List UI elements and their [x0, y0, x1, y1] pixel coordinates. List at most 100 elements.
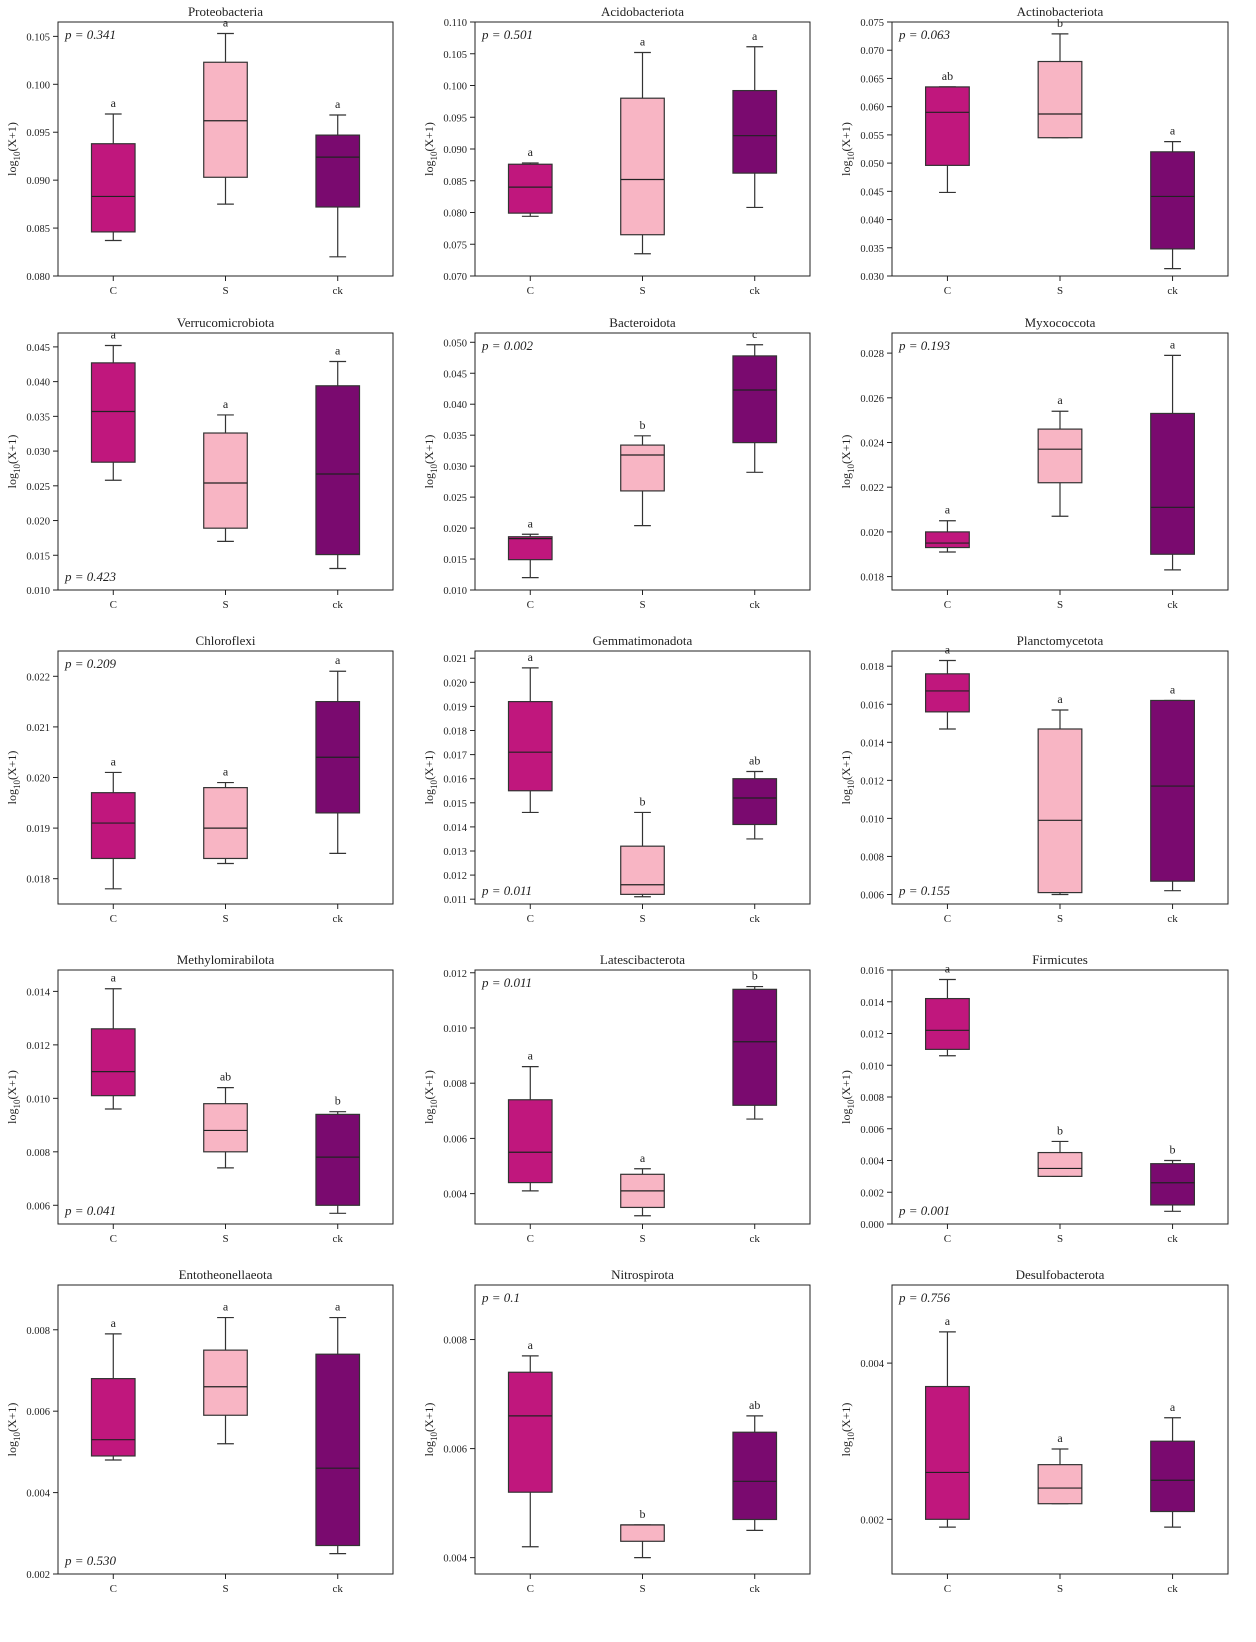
p-value: p = 0.501 — [481, 27, 533, 42]
box-iqr — [1150, 1163, 1195, 1206]
y-tick-label: 0.008 — [443, 1336, 467, 1347]
chart-panel-acidobacteriota: Acidobacteriota 0.070 0.075 0.080 0.085 0.090… — [422, 4, 811, 297]
box-ck: b — [732, 969, 778, 1120]
box-iqr — [90, 1378, 136, 1457]
y-axis-label-tail: (X+1) — [839, 122, 853, 151]
box-ck: a — [732, 29, 778, 209]
box-ck: b — [1150, 1143, 1195, 1212]
significance-letter: a — [528, 1049, 534, 1063]
box-iqr — [315, 385, 361, 556]
box-S: ab — [203, 1070, 248, 1169]
x-tick-label: ck — [750, 913, 761, 925]
y-axis-label-sub: 10 — [429, 151, 439, 161]
y-axis-label-base: log — [422, 161, 436, 176]
y-tick-label: 0.006 — [26, 1407, 50, 1418]
significance-letter: b — [1170, 1143, 1176, 1157]
y-tick-label: 0.090 — [26, 176, 50, 187]
p-value: p = 0.341 — [64, 27, 116, 42]
box-S: b — [620, 418, 665, 527]
y-tick-label: 0.004 — [443, 1554, 467, 1565]
chart-panel-actinobacteriota: Actinobacteriota 0.030 0.035 0.040 0.045 0.05… — [839, 4, 1229, 297]
y-tick-label: 0.014 — [26, 987, 50, 998]
chart-panel-proteobacteria: Proteobacteria 0.080 0.085 0.090 0.095 0.100 0… — [5, 4, 394, 297]
y-tick-label: 0.008 — [860, 1093, 884, 1104]
y-axis-label-tail: (X+1) — [5, 435, 19, 464]
y-tick-label: 0.085 — [26, 224, 50, 235]
box-C: ab — [924, 69, 970, 194]
x-tick-label: S — [1057, 285, 1063, 297]
y-axis-label-sub: 10 — [12, 151, 22, 161]
x-tick-label: S — [1057, 913, 1063, 925]
p-value: p = 0.209 — [64, 656, 117, 671]
significance-letter: a — [640, 1151, 646, 1165]
p-value: p = 0.756 — [898, 1290, 951, 1305]
y-tick-label: 0.012 — [443, 871, 467, 882]
y-axis-label-base: log — [839, 473, 853, 488]
chart-title: Gemmatimonadota — [593, 633, 693, 648]
box-S: a — [203, 16, 248, 205]
y-tick-label: 0.006 — [443, 1445, 467, 1456]
y-tick-label: 0.065 — [860, 74, 884, 85]
y-tick-label: 0.012 — [860, 776, 884, 787]
box-iqr — [924, 1385, 970, 1520]
x-tick-label: S — [222, 1233, 228, 1245]
y-tick-label: 0.010 — [26, 586, 50, 597]
significance-letter: ab — [749, 753, 760, 767]
y-axis-label-sub: 10 — [429, 1099, 439, 1109]
x-tick-label: C — [110, 1583, 117, 1595]
chart-title: Methylomirabilota — [177, 952, 275, 967]
box-iqr — [90, 1028, 136, 1097]
x-tick-label: C — [527, 599, 534, 611]
y-tick-label: 0.020 — [443, 678, 467, 689]
y-tick-label: 0.014 — [860, 998, 884, 1009]
p-value: p = 0.423 — [64, 569, 117, 584]
x-tick-label: S — [1057, 1583, 1063, 1595]
box-iqr — [315, 1353, 361, 1547]
x-tick-label: ck — [333, 913, 344, 925]
y-tick-label: 0.024 — [860, 439, 884, 450]
y-tick-label: 0.050 — [860, 159, 884, 170]
x-tick-label: ck — [1167, 599, 1178, 611]
box-C: a — [507, 650, 553, 814]
y-tick-label: 0.021 — [26, 723, 50, 734]
p-value: p = 0.530 — [64, 1553, 117, 1568]
box-ck: a — [315, 1300, 361, 1555]
y-axis-label: log10(X+1) — [839, 1403, 856, 1457]
x-tick-label: S — [1057, 1233, 1063, 1245]
significance-letter: a — [223, 16, 229, 30]
y-axis-label-tail: (X+1) — [5, 122, 19, 151]
box-C: a — [507, 516, 553, 579]
significance-letter: a — [1170, 682, 1176, 696]
box-iqr — [732, 355, 778, 444]
y-axis-label-tail: (X+1) — [422, 435, 436, 464]
y-axis-label-tail: (X+1) — [5, 1403, 19, 1432]
x-tick-label: S — [1057, 599, 1063, 611]
chart-title: Chloroflexi — [196, 633, 256, 648]
box-S: a — [1037, 692, 1083, 896]
chart-title: Entotheonellaeota — [179, 1267, 273, 1282]
y-axis-label-sub: 10 — [846, 464, 856, 474]
p-value: p = 0.063 — [898, 27, 951, 42]
y-tick-label: 0.026 — [860, 394, 884, 405]
x-tick-label: C — [944, 1233, 951, 1245]
significance-letter: a — [945, 503, 951, 517]
box-iqr — [1037, 1464, 1083, 1505]
box-C: a — [507, 145, 553, 217]
significance-letter: ab — [749, 1398, 760, 1412]
x-tick-label: ck — [333, 285, 344, 297]
box-iqr — [507, 1371, 553, 1493]
chart-title: Verrucomicrobiota — [177, 315, 275, 330]
box-iqr — [507, 536, 553, 561]
y-tick-label: 0.012 — [26, 1041, 50, 1052]
p-value: p = 0.001 — [898, 1203, 950, 1218]
y-tick-label: 0.045 — [860, 187, 884, 198]
box-iqr — [924, 531, 970, 549]
chart-panel-planctomycetota: Planctomycetota 0.006 0.008 0.010 0.012 0.014… — [839, 633, 1229, 925]
y-tick-label: 0.018 — [860, 662, 884, 673]
y-tick-label: 0.035 — [26, 412, 50, 423]
p-value: p = 0.041 — [64, 1203, 116, 1218]
y-tick-label: 0.035 — [443, 431, 467, 442]
p-value: p = 0.002 — [481, 338, 534, 353]
